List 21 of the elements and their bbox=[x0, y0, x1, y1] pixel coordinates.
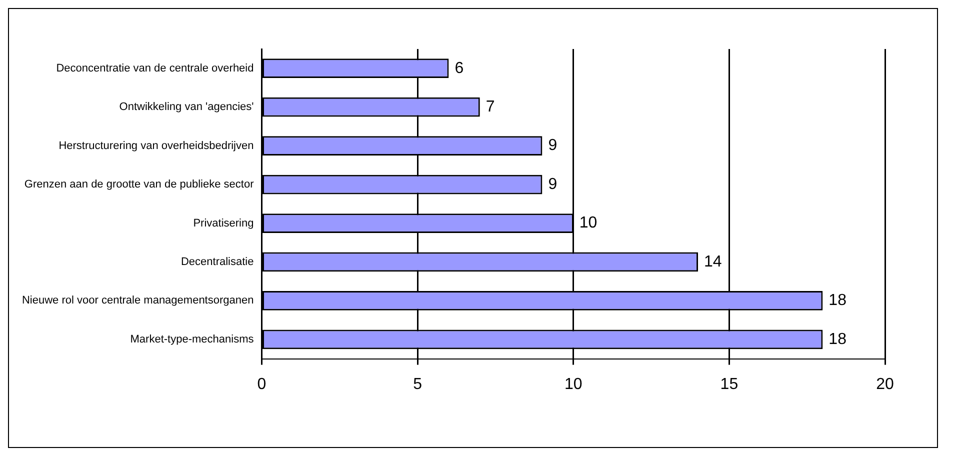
data-label: 6 bbox=[454, 60, 464, 77]
data-label: 9 bbox=[548, 137, 558, 154]
data-label: 14 bbox=[704, 253, 722, 270]
y-tick-label: Privatisering bbox=[193, 217, 254, 230]
data-label: 7 bbox=[486, 98, 495, 116]
x-tick-label: 0 bbox=[257, 376, 266, 393]
data-label: 18 bbox=[828, 330, 847, 348]
y-tick-label: Ontwikkeling van 'agencies' bbox=[119, 101, 254, 114]
data-label: 18 bbox=[828, 292, 847, 310]
y-tick-label: Herstructurering van overheidsbedrijven bbox=[58, 140, 254, 152]
y-tick-label: Nieuwe rol voor centrale managementsorganen bbox=[22, 294, 254, 307]
data-label: 10 bbox=[579, 214, 598, 232]
x-tick-label: 15 bbox=[720, 376, 738, 393]
y-tick-label: Decentralisatie bbox=[180, 256, 254, 268]
y-tick-label: Market-type-mechanisms bbox=[130, 333, 254, 346]
x-tick-label: 5 bbox=[413, 376, 422, 393]
y-tick-label: Deconcentratie van de centrale overheid bbox=[56, 62, 254, 74]
x-tick-label: 10 bbox=[564, 376, 582, 393]
y-tick-label: Grenzen aan de grootte van de publieke sector bbox=[24, 178, 254, 191]
data-label: 9 bbox=[548, 176, 558, 193]
x-tick-label: 20 bbox=[876, 376, 894, 393]
